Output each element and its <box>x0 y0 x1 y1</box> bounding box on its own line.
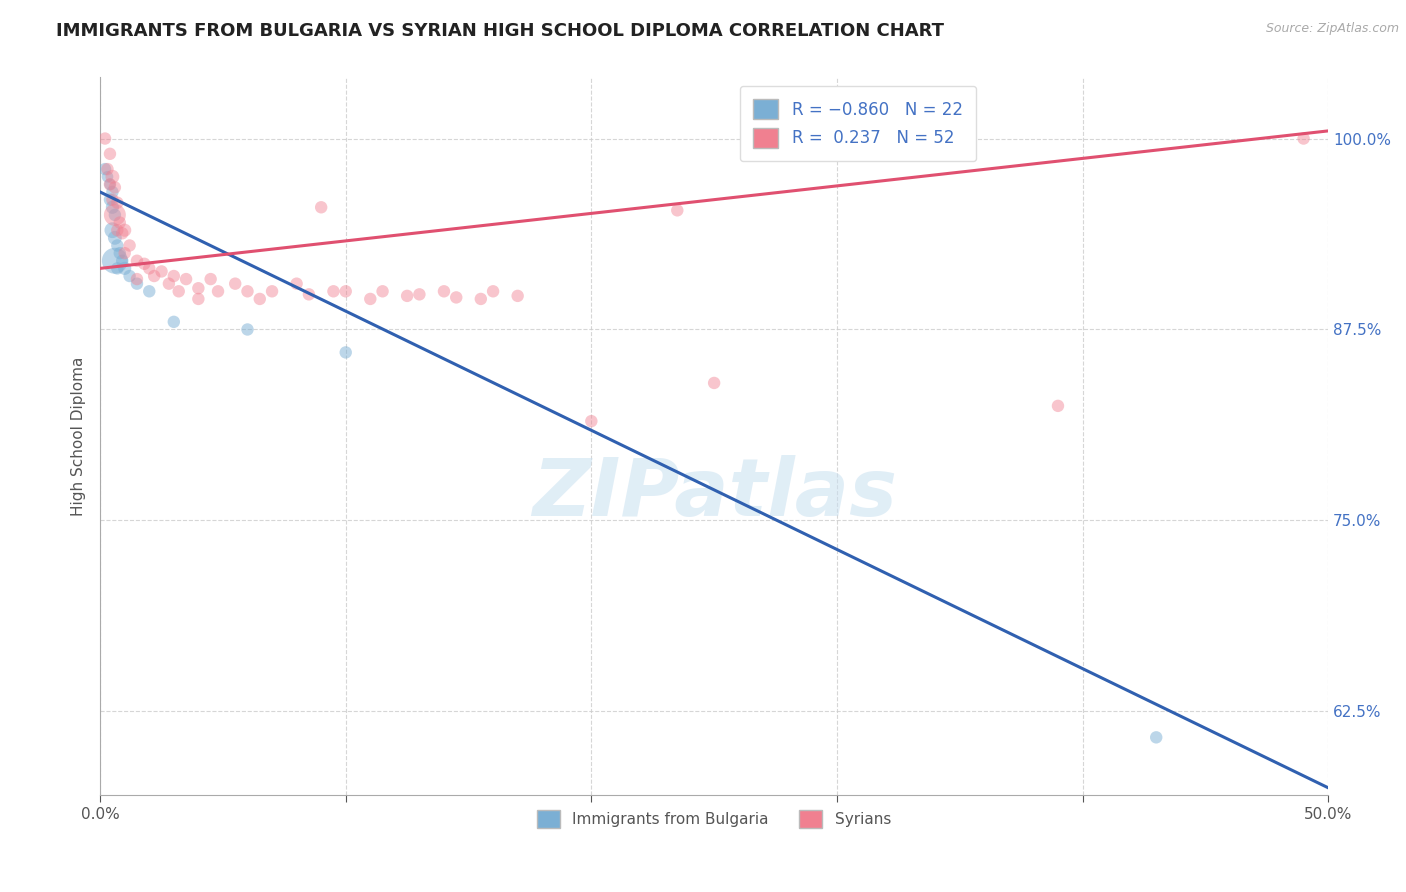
Point <box>104 208 127 222</box>
Point <box>105 195 128 210</box>
Point <box>98 146 121 161</box>
Point <box>104 253 127 268</box>
Point <box>1046 399 1069 413</box>
Text: ZIPatlas: ZIPatlas <box>531 455 897 533</box>
Point <box>101 169 124 184</box>
Point <box>581 414 603 428</box>
Point <box>105 223 128 237</box>
Text: IMMIGRANTS FROM BULGARIA VS SYRIAN HIGH SCHOOL DIPLOMA CORRELATION CHART: IMMIGRANTS FROM BULGARIA VS SYRIAN HIGH … <box>56 22 945 40</box>
Point <box>125 277 148 291</box>
Point <box>200 272 222 286</box>
Point <box>371 285 394 299</box>
Point <box>1144 731 1167 745</box>
Point <box>309 200 332 214</box>
Point <box>335 345 357 359</box>
Point <box>207 285 229 299</box>
Point <box>143 268 166 283</box>
Point <box>98 178 121 192</box>
Point <box>114 246 136 260</box>
Point <box>118 238 141 252</box>
Point <box>94 131 117 145</box>
Point <box>446 290 468 304</box>
Point <box>298 287 321 301</box>
Point <box>470 292 492 306</box>
Point <box>101 185 124 199</box>
Point <box>1292 131 1315 145</box>
Point <box>249 292 271 306</box>
Point <box>96 169 118 184</box>
Point <box>236 285 259 299</box>
Point <box>187 281 209 295</box>
Point <box>224 277 246 291</box>
Point <box>98 178 121 192</box>
Point <box>335 285 357 299</box>
Point <box>118 268 141 283</box>
Point <box>138 261 160 276</box>
Point <box>157 277 180 291</box>
Point <box>482 285 505 299</box>
Point <box>96 162 118 177</box>
Point <box>101 193 124 207</box>
Point <box>187 292 209 306</box>
Point <box>114 223 136 237</box>
Point <box>134 257 156 271</box>
Point <box>101 200 124 214</box>
Point <box>105 238 128 252</box>
Point <box>138 285 160 299</box>
Point <box>666 203 689 218</box>
Point <box>322 285 344 299</box>
Point <box>433 285 456 299</box>
Point <box>167 285 190 299</box>
Point <box>125 253 148 268</box>
Point <box>111 253 134 268</box>
Point <box>703 376 725 390</box>
Point <box>101 223 124 237</box>
Point <box>108 246 131 260</box>
Legend: Immigrants from Bulgaria, Syrians: Immigrants from Bulgaria, Syrians <box>531 804 897 834</box>
Point <box>174 272 197 286</box>
Point <box>408 287 430 301</box>
Point <box>260 285 283 299</box>
Point <box>163 268 186 283</box>
Point <box>236 322 259 336</box>
Point <box>285 277 308 291</box>
Point <box>105 261 128 276</box>
Point <box>104 231 127 245</box>
Point <box>104 180 127 194</box>
Point <box>359 292 381 306</box>
Point <box>150 264 173 278</box>
Point <box>506 289 529 303</box>
Point <box>104 208 127 222</box>
Point <box>98 193 121 207</box>
Point <box>94 162 117 177</box>
Point <box>108 216 131 230</box>
Text: Source: ZipAtlas.com: Source: ZipAtlas.com <box>1265 22 1399 36</box>
Point <box>163 315 186 329</box>
Point <box>111 226 134 240</box>
Y-axis label: High School Diploma: High School Diploma <box>72 357 86 516</box>
Point <box>125 272 148 286</box>
Point <box>396 289 419 303</box>
Point <box>114 261 136 276</box>
